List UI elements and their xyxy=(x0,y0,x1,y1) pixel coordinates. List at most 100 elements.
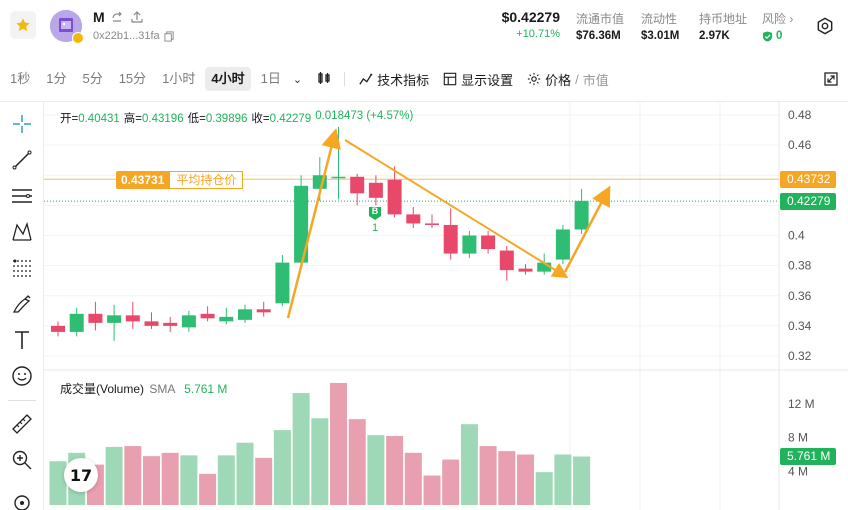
avg-price-axis-tag: 0.43732 xyxy=(780,171,836,188)
candle-body xyxy=(144,321,159,326)
magnet-icon xyxy=(14,495,30,510)
settings-icon[interactable] xyxy=(816,17,834,35)
price-tick-label: 0.48 xyxy=(788,108,812,122)
candle-body xyxy=(294,185,309,263)
volume-bar xyxy=(311,418,329,505)
emoji-tool[interactable] xyxy=(10,364,34,388)
tools-divider xyxy=(8,400,36,401)
volume-legend: 成交量(Volume) SMA 5.761 M xyxy=(60,380,227,397)
zoom-in-icon xyxy=(12,450,32,470)
volume-tick-label: 4 M xyxy=(788,464,808,478)
timeframe-1d[interactable]: 1日 xyxy=(260,71,281,86)
candle-type-icon[interactable] xyxy=(316,70,332,89)
volume-axis-tag: 5.761 M xyxy=(780,448,836,465)
gear-icon xyxy=(528,72,541,86)
volume-bar xyxy=(105,446,123,505)
candle-body xyxy=(518,268,533,272)
volume-bar xyxy=(180,455,198,505)
volume-sma-value: 5.761 M xyxy=(184,382,228,396)
toolbar-separator xyxy=(0,101,848,102)
candle-body xyxy=(350,176,365,194)
header: M 0x22b1...31fa $0.42279 +10.71% 流通市值 $7… xyxy=(0,0,848,56)
upload-icon[interactable] xyxy=(130,10,144,24)
candle-body xyxy=(238,309,252,320)
share-icon[interactable] xyxy=(110,10,124,24)
volume-bar xyxy=(517,454,534,505)
timeframe-4h[interactable]: 4小时 xyxy=(205,67,251,91)
ruler-icon xyxy=(12,414,32,434)
ohlc-legend: 开=0.40431 高=0.43196 低=0.39896 收=0.42279 … xyxy=(60,110,413,126)
trend-arrow-up xyxy=(286,128,341,319)
fullscreen-icon[interactable] xyxy=(824,72,838,86)
stat-label: 流动性 xyxy=(641,12,678,26)
candle-body xyxy=(387,179,402,215)
magnet-tool[interactable] xyxy=(10,488,34,510)
candle-body xyxy=(163,322,178,326)
price-toggle[interactable]: 价格 xyxy=(545,72,572,88)
candle-body xyxy=(443,224,458,254)
line-icon xyxy=(12,150,32,170)
chevron-right-icon: › xyxy=(789,12,794,26)
trend-line-tool[interactable] xyxy=(10,148,34,172)
avg-cost-price: 0.43731 xyxy=(116,171,170,189)
candle-body xyxy=(406,214,421,224)
tradingview-logo[interactable]: 17 xyxy=(64,458,98,492)
candle-body xyxy=(88,313,103,323)
ruler-tool[interactable] xyxy=(10,412,34,436)
candle-body xyxy=(219,316,234,322)
pattern-tool[interactable] xyxy=(10,220,34,244)
indicators-button[interactable]: 技术指标 xyxy=(359,70,429,89)
timeframe-1s[interactable]: 1秒 xyxy=(10,71,31,86)
timeframe-1m[interactable]: 1分 xyxy=(46,71,67,86)
favorite-button[interactable] xyxy=(10,11,36,39)
candle-body xyxy=(368,182,383,198)
timeframe-1h[interactable]: 1小时 xyxy=(162,71,196,86)
volume-bar xyxy=(573,456,591,505)
timeframe-15m[interactable]: 15分 xyxy=(118,71,147,86)
mcap-toggle[interactable]: 市值 xyxy=(582,72,609,88)
text-tool[interactable] xyxy=(10,328,34,352)
buy-marker-count: 1 xyxy=(372,222,378,234)
volume-tick-label: 12 M xyxy=(788,397,815,411)
volume-bar xyxy=(442,459,460,505)
trend-arrow-up-2 xyxy=(563,185,611,273)
stat-liquidity: 流动性 $3.01M xyxy=(641,10,679,42)
volume-bar xyxy=(367,435,385,505)
stat-risk[interactable]: 风险 › 0 xyxy=(762,10,793,42)
buy-marker-letter: B xyxy=(372,206,379,216)
candle-body xyxy=(181,315,196,328)
copy-icon[interactable] xyxy=(164,30,175,42)
display-settings-button[interactable]: 显示设置 xyxy=(443,70,513,89)
stat-market-cap: 流通市值 $76.36M xyxy=(576,10,624,42)
volume-bar xyxy=(404,452,422,505)
zoom-tool[interactable] xyxy=(10,448,34,472)
chart-settings-button[interactable]: 价格 / 市值 xyxy=(527,70,609,89)
crosshair-tool[interactable] xyxy=(10,112,34,136)
volume-bar xyxy=(479,446,497,505)
timeframe-5m[interactable]: 5分 xyxy=(82,71,103,86)
candle-body xyxy=(537,262,552,272)
price-tick-label: 0.46 xyxy=(788,138,812,152)
horizontal-lines-icon xyxy=(12,189,32,203)
high-value: 0.43196 xyxy=(142,113,184,125)
fib-tool[interactable] xyxy=(10,256,34,280)
stat-label: 流通市值 xyxy=(576,12,625,26)
price-tick-label: 0.38 xyxy=(788,259,812,273)
horizontal-lines-tool[interactable] xyxy=(10,184,34,208)
toolbar-divider xyxy=(344,72,346,86)
volume-bar xyxy=(554,454,572,505)
volume-bar xyxy=(292,393,310,505)
smiley-icon xyxy=(12,366,32,386)
close-value: 0.42279 xyxy=(269,113,312,125)
volume-bar xyxy=(386,435,404,505)
shield-check-icon xyxy=(762,30,773,42)
indicators-label: 技术指标 xyxy=(377,72,430,88)
chevron-down-icon[interactable]: ⌄ xyxy=(292,73,303,86)
token-address: 0x22b1...31fa xyxy=(93,30,160,42)
volume-bar xyxy=(423,475,441,505)
candle-body xyxy=(481,235,496,250)
brush-tool[interactable] xyxy=(10,292,34,316)
volume-bar xyxy=(460,424,478,505)
stat-value: $3.01M xyxy=(641,30,680,42)
